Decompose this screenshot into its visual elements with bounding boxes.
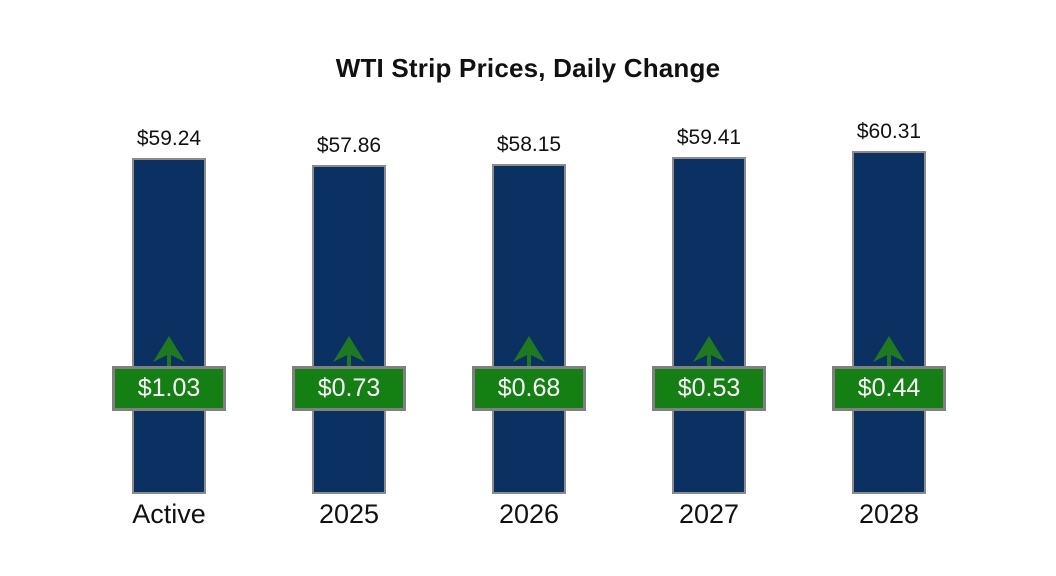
category-label: 2027 — [678, 499, 740, 529]
price-label: $59.41 — [676, 126, 742, 149]
change-label: $0.68 — [497, 374, 561, 402]
price-bar — [312, 165, 386, 494]
price-bar — [852, 151, 926, 494]
price-label: $59.24 — [136, 127, 202, 150]
bar-group: $58.15 $0.68 2026 — [469, 0, 589, 576]
category-label: 2025 — [318, 499, 380, 529]
price-label: $58.15 — [496, 133, 562, 156]
change-label: $1.03 — [137, 374, 201, 402]
change-label: $0.73 — [317, 374, 381, 402]
change-badge: $0.53 — [652, 366, 766, 411]
up-arrow-icon — [333, 336, 365, 366]
change-label: $0.44 — [857, 374, 921, 402]
up-arrow-icon — [693, 336, 725, 366]
change-badge: $0.68 — [472, 366, 586, 411]
price-bar — [492, 164, 566, 494]
category-label: 2028 — [858, 499, 920, 529]
change-label: $0.53 — [677, 374, 741, 402]
up-arrow-icon — [873, 336, 905, 366]
bar-group: $60.31 $0.44 2028 — [829, 0, 949, 576]
bar-group: $57.86 $0.73 2025 — [289, 0, 409, 576]
bar-group: $59.24 $1.03 Active — [109, 0, 229, 576]
price-label: $57.86 — [316, 134, 382, 157]
category-label: 2026 — [498, 499, 560, 529]
price-label: $60.31 — [856, 120, 922, 143]
up-arrow-icon — [153, 336, 185, 366]
price-bar — [132, 158, 206, 494]
bar-group: $59.41 $0.53 2027 — [649, 0, 769, 576]
change-badge: $0.44 — [832, 366, 946, 411]
change-badge: $0.73 — [292, 366, 406, 411]
change-badge: $1.03 — [112, 366, 226, 411]
price-bar — [672, 157, 746, 494]
category-label: Active — [132, 499, 206, 529]
chart-title: WTI Strip Prices, Daily Change — [335, 53, 721, 83]
up-arrow-icon — [513, 336, 545, 366]
